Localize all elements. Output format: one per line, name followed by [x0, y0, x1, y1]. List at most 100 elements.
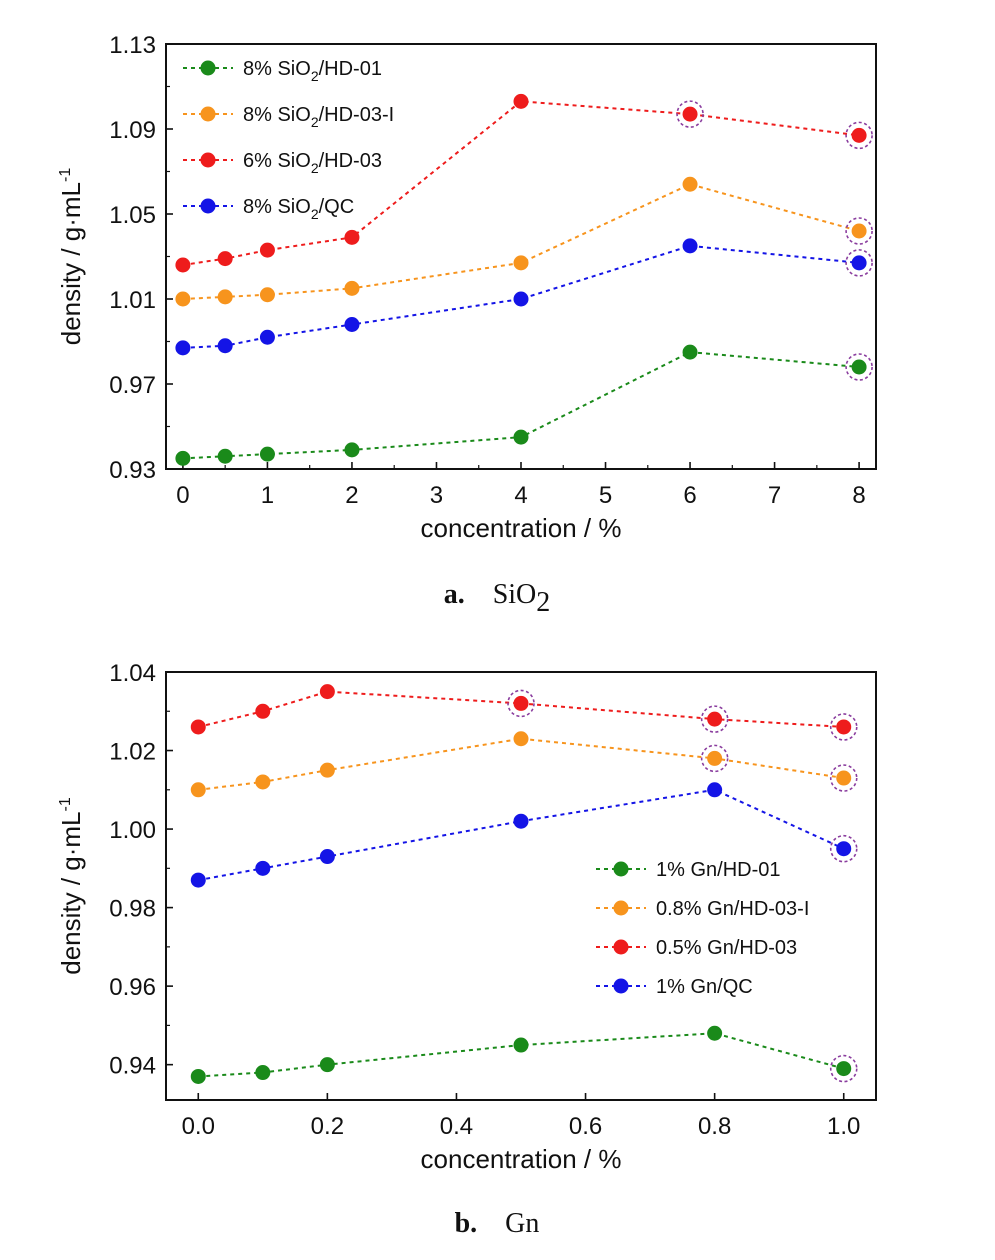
y-tick-label: 1.05: [109, 202, 156, 229]
x-tick-label: 0: [176, 482, 189, 509]
data-point: [217, 338, 233, 354]
data-point: [344, 317, 360, 332]
legend-label-sub: 2: [311, 114, 319, 130]
data-point: [707, 711, 723, 727]
series-green: [190, 1025, 858, 1084]
legend-label-sub: 2: [311, 68, 319, 84]
data-point: [255, 1065, 271, 1081]
chart-a: 0 1 2 3 4 5 6 7 8 0.93 0.97 1.01 1.05 1.09 1.13 concent…: [56, 32, 877, 618]
series-orange: [175, 176, 873, 307]
y-tick-label: 0.98: [109, 896, 156, 923]
data-point: [836, 770, 852, 786]
legend-marker: [200, 198, 216, 214]
x-tick-label: 1: [261, 482, 274, 509]
legend-label: 6% SiO2/HD-03: [243, 150, 382, 176]
data-point: [259, 329, 275, 345]
series-line: [198, 788, 845, 882]
data-point: [836, 719, 852, 735]
data-point: [513, 813, 529, 829]
legend-label-pre: 1% Gn/HD-01: [656, 859, 781, 881]
x-tick-label: 0.8: [698, 1113, 731, 1140]
series-blue: [190, 782, 858, 888]
y-tick-label: 0.96: [109, 974, 156, 1001]
x-tick-label: 8: [852, 482, 865, 509]
legend-label-post: /HD-03: [319, 150, 382, 172]
data-point: [319, 1057, 335, 1073]
data-point: [851, 223, 867, 239]
data-point: [190, 1068, 206, 1084]
y-tick-label: 1.01: [109, 287, 156, 314]
data-point: [836, 841, 852, 857]
y-tick-label: 1.00: [109, 817, 156, 844]
x-axis-title: concentration / %: [421, 1144, 622, 1174]
data-point: [344, 280, 360, 296]
x-tick-label: 5: [599, 482, 612, 509]
data-point: [513, 731, 529, 747]
x-tick-label: 4: [514, 482, 527, 509]
data-point: [190, 782, 206, 798]
legend-label-post: /HD-03-Ι: [319, 104, 395, 126]
highlight-ring: [845, 217, 873, 245]
caption-text: Gn: [477, 1208, 539, 1239]
highlight-ring: [676, 100, 704, 128]
highlight-ring: [829, 713, 858, 741]
data-point: [344, 442, 360, 458]
data-point: [707, 750, 723, 766]
chart-b: 0.0 0.2 0.4 0.6 0.8 1.0 0.94 0.96 0.98 1.00 1.02 1.…: [56, 660, 877, 1239]
highlight-ring: [845, 249, 873, 277]
x-tick-label: 0.4: [440, 1113, 473, 1140]
caption-sub: 2: [536, 587, 550, 618]
legend-label-pre: 6% SiO: [243, 150, 311, 172]
x-tick-label: 3: [430, 482, 443, 509]
data-point: [175, 450, 191, 466]
highlight-ring: [700, 705, 729, 733]
data-point: [319, 849, 335, 865]
legend-marker: [613, 939, 629, 955]
data-point: [319, 684, 335, 700]
legend-label: 0.5% Gn/HD-03: [656, 937, 797, 959]
series-orange: [190, 731, 858, 798]
legend-label: 8% SiO2/HD-01: [243, 58, 382, 84]
legend-label-pre: 8% SiO: [243, 58, 311, 80]
y-tick-label: 1.13: [109, 32, 156, 59]
data-point: [682, 238, 698, 254]
data-point: [513, 255, 529, 271]
data-point: [682, 344, 698, 360]
highlight-ring: [845, 353, 873, 381]
series-red: [190, 684, 858, 741]
caption: a. SiO2: [444, 579, 551, 618]
data-point: [175, 291, 191, 307]
legend-marker: [200, 106, 216, 122]
legend-label-sub: 2: [311, 160, 319, 176]
data-point: [259, 287, 275, 303]
data-point: [255, 774, 271, 790]
legend-marker: [200, 152, 216, 168]
caption-letter: a.: [444, 579, 465, 610]
legend-label-post: /QC: [319, 196, 355, 218]
data-point: [513, 1037, 529, 1053]
legend-label-pre: 1% Gn/QC: [656, 976, 753, 998]
legend-marker: [613, 900, 629, 916]
data-point: [319, 762, 335, 778]
x-axis-title: concentration / %: [421, 513, 622, 543]
caption-letter: b.: [455, 1208, 478, 1239]
series-line: [198, 737, 844, 791]
legend-marker: [200, 60, 216, 76]
data-point: [851, 127, 867, 143]
x-tick-label: 2: [345, 482, 358, 509]
y-tick-label: 0.97: [109, 372, 156, 399]
data-point: [707, 1025, 723, 1041]
data-point: [255, 703, 271, 719]
y-axis-title: density / g·mL-1: [56, 797, 86, 975]
plot-frame: [165, 671, 877, 1101]
y-tick-label: 1.02: [109, 739, 156, 766]
highlight-ring: [507, 689, 535, 718]
data-point: [682, 176, 698, 192]
data-point: [175, 340, 191, 356]
legend-label: 8% SiO2/HD-03-Ι: [243, 104, 394, 130]
data-point: [682, 106, 698, 122]
highlight-ring: [829, 834, 858, 863]
series-green: [175, 344, 873, 466]
data-point: [255, 860, 271, 876]
series-line: [198, 1032, 844, 1078]
